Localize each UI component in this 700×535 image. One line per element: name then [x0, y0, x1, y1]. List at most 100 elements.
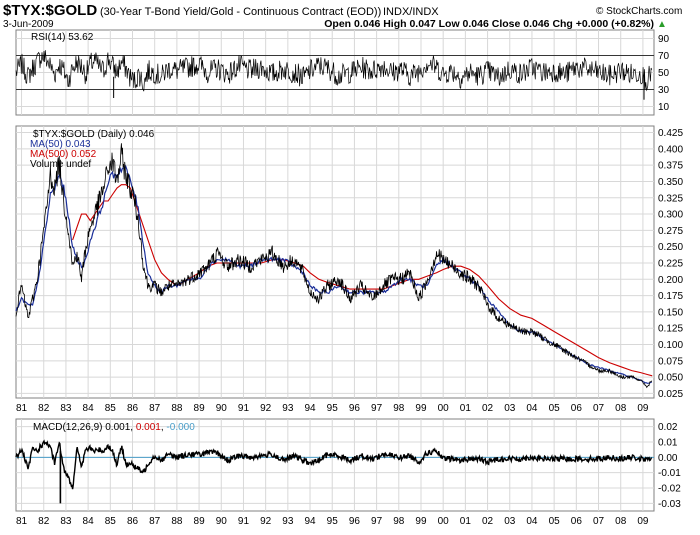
x-tick-label: 95 [327, 516, 339, 527]
x-tick-label: 86 [127, 403, 139, 414]
x-tick-label: 81 [16, 516, 28, 527]
ma500-legend-text: MA(500) 0.052 [30, 149, 97, 160]
x-tick-label: 89 [194, 403, 206, 414]
macd-y-tick-label: 0.00 [658, 453, 678, 464]
price-y-tick-label: 0.050 [658, 373, 683, 384]
x-tick-label: 83 [60, 516, 72, 527]
x-tick-label: 01 [460, 516, 472, 527]
x-tick-label: 08 [615, 516, 627, 527]
symbol-description: (30-Year T-Bond Yield/Gold - Continuous … [100, 6, 381, 18]
x-tick-label: 87 [149, 516, 161, 527]
x-tick-label: 04 [526, 516, 538, 527]
symbol-title: $TYX:$GOLD [3, 2, 97, 19]
price-y-tick-label: 0.100 [658, 340, 683, 351]
rsi-y-tick-label: 50 [658, 68, 670, 79]
x-tick-label: 92 [260, 516, 272, 527]
series-layer [15, 50, 654, 504]
x-tick-label: 88 [171, 403, 183, 414]
ohlc-summary: Open 0.046 High 0.047 Low 0.046 Close 0.… [324, 18, 654, 30]
x-tick-label: 06 [571, 516, 583, 527]
x-tick-label: 05 [549, 403, 561, 414]
x-tick-label: 91 [238, 403, 250, 414]
x-tick-label: 02 [482, 516, 494, 527]
x-tick-label: 04 [526, 403, 538, 414]
x-tick-label: 00 [438, 403, 450, 414]
macd-legend-hist: -0.000 [166, 422, 195, 433]
x-tick-label: 07 [593, 403, 605, 414]
macd-legend-signal: 0.001 [136, 422, 161, 433]
x-tick-label: 93 [282, 516, 294, 527]
rsi-legend-text: RSI(14) 53.62 [31, 32, 94, 43]
macd-panel [15, 418, 655, 512]
date-label: 3-Jun-2009 [3, 19, 54, 30]
x-tick-label: 98 [393, 516, 405, 527]
macd-y-tick-label: -0.02 [658, 484, 681, 495]
macd-y-tick-label: -0.01 [658, 468, 681, 479]
x-tick-label: 84 [83, 516, 95, 527]
macd-y-tick-label: 0.01 [658, 438, 678, 449]
x-tick-label: 07 [593, 516, 605, 527]
price-y-tick-label: 0.200 [658, 275, 683, 286]
price-y-tick-label: 0.300 [658, 210, 683, 221]
price-y-tick-label: 0.225 [658, 258, 683, 269]
x-tick-label: 94 [304, 516, 316, 527]
x-tick-label: 86 [127, 516, 139, 527]
x-tick-label: 96 [349, 516, 361, 527]
price-y-tick-label: 0.025 [658, 389, 683, 400]
x-tick-label: 83 [60, 403, 72, 414]
ma50-legend-text: MA(50) 0.043 [30, 139, 91, 150]
x-tick-label: 94 [304, 403, 316, 414]
macd-legend-sep: , [161, 422, 167, 433]
x-tick-label: 92 [260, 403, 272, 414]
x-tick-label: 91 [238, 516, 250, 527]
rsi-line [15, 50, 653, 92]
price-y-tick-label: 0.400 [658, 144, 683, 155]
price-legend: $TYX:$GOLD (Daily) 0.046 MA(50) 0.043 MA… [30, 129, 155, 170]
x-tick-label: 89 [194, 516, 206, 527]
price-line [15, 143, 653, 389]
x-tick-label: 87 [149, 403, 161, 414]
exchange-label: INDX/INDX [383, 6, 439, 18]
ma500-line [72, 184, 653, 377]
price-y-tick-label: 0.350 [658, 177, 683, 188]
x-tick-label: 98 [393, 403, 405, 414]
price-y-tick-label: 0.175 [658, 291, 683, 302]
x-tick-label: 90 [216, 516, 228, 527]
macd-legend-prefix: MACD(12,26,9) 0.001, [33, 422, 136, 433]
x-tick-label: 02 [482, 403, 494, 414]
x-tick-label: 99 [415, 516, 427, 527]
x-tick-label: 06 [571, 403, 583, 414]
x-tick-label: 88 [171, 516, 183, 527]
up-arrow-icon: ▲ [657, 19, 667, 30]
price-y-tick-label: 0.325 [658, 193, 683, 204]
macd-y-tick-label: -0.03 [658, 499, 681, 510]
macd-line [15, 439, 653, 490]
x-tick-label: 82 [38, 516, 50, 527]
rsi-y-tick-label: 10 [658, 102, 670, 113]
x-tick-label: 01 [460, 403, 472, 414]
x-tick-label: 93 [282, 403, 294, 414]
rsi-y-tick-label: 90 [658, 34, 670, 45]
price-y-tick-label: 0.125 [658, 324, 683, 335]
price-legend-text: $TYX:$GOLD (Daily) 0.046 [33, 129, 155, 140]
x-tick-label: 95 [327, 403, 339, 414]
x-tick-label: 85 [105, 403, 117, 414]
watermark: © StockCharts.com [596, 6, 682, 17]
x-tick-label: 08 [615, 403, 627, 414]
macd-y-tick-label: 0.02 [658, 422, 678, 433]
x-tick-label: 84 [83, 403, 95, 414]
x-tick-label: 09 [637, 403, 649, 414]
x-tick-label: 05 [549, 516, 561, 527]
x-tick-label: 03 [504, 516, 516, 527]
ma50-line [15, 164, 652, 384]
price-y-tick-label: 0.375 [658, 161, 683, 172]
x-tick-label: 99 [415, 403, 427, 414]
x-tick-label: 85 [105, 516, 117, 527]
price-panel [15, 125, 655, 399]
price-y-tick-label: 0.425 [658, 128, 683, 139]
macd-legend-text: MACD(12,26,9) 0.001, 0.001, -0.000 [33, 422, 195, 433]
rsi-y-tick-label: 70 [658, 51, 670, 62]
rsi-y-tick-label: 30 [658, 85, 670, 96]
